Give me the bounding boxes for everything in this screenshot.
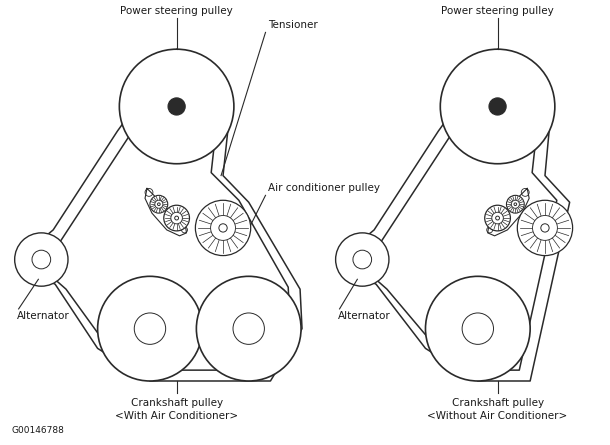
Circle shape xyxy=(174,216,179,220)
Text: <With Air Conditioner>: <With Air Conditioner> xyxy=(115,411,238,421)
Circle shape xyxy=(533,215,558,240)
Circle shape xyxy=(336,233,389,286)
Circle shape xyxy=(196,276,301,381)
Circle shape xyxy=(120,49,234,164)
Circle shape xyxy=(171,212,182,224)
Text: Alternator: Alternator xyxy=(337,311,390,321)
Circle shape xyxy=(168,98,185,115)
Circle shape xyxy=(210,215,235,240)
Circle shape xyxy=(353,250,371,269)
Text: Power steering pulley: Power steering pulley xyxy=(120,6,233,16)
Circle shape xyxy=(157,203,160,206)
Text: Alternator: Alternator xyxy=(16,311,70,321)
Text: Crankshaft pulley: Crankshaft pulley xyxy=(131,398,223,408)
Circle shape xyxy=(489,98,506,115)
Circle shape xyxy=(98,276,203,381)
Circle shape xyxy=(150,195,168,213)
Circle shape xyxy=(492,212,503,224)
Text: Crankshaft pulley: Crankshaft pulley xyxy=(451,398,544,408)
Circle shape xyxy=(440,49,555,164)
Text: Air conditioner pulley: Air conditioner pulley xyxy=(268,183,381,194)
Circle shape xyxy=(164,205,190,231)
Circle shape xyxy=(134,313,166,344)
Circle shape xyxy=(195,200,251,255)
Circle shape xyxy=(32,250,51,269)
Circle shape xyxy=(541,224,549,232)
Circle shape xyxy=(462,313,493,344)
Circle shape xyxy=(511,200,519,208)
Text: G00146788: G00146788 xyxy=(12,426,65,435)
Circle shape xyxy=(219,224,227,232)
Text: <Without Air Conditioner>: <Without Air Conditioner> xyxy=(428,411,568,421)
Text: Tensioner: Tensioner xyxy=(268,20,318,30)
Circle shape xyxy=(233,313,264,344)
Text: Power steering pulley: Power steering pulley xyxy=(441,6,554,16)
Circle shape xyxy=(15,233,68,286)
Circle shape xyxy=(517,200,573,255)
Circle shape xyxy=(514,203,517,206)
Circle shape xyxy=(485,205,511,231)
Circle shape xyxy=(506,195,524,213)
Circle shape xyxy=(155,200,163,208)
Circle shape xyxy=(496,216,500,220)
Circle shape xyxy=(426,276,530,381)
